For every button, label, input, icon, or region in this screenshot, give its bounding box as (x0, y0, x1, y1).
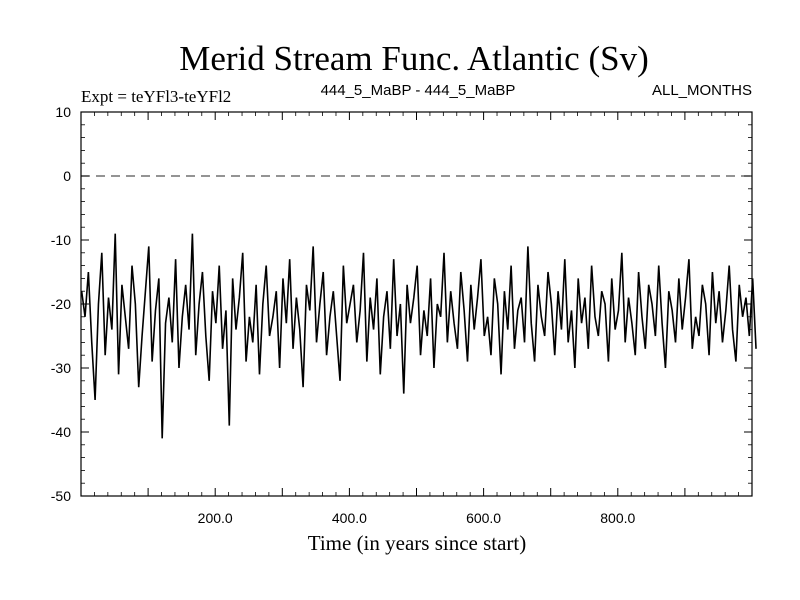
series-line (80, 233, 757, 439)
x-axis: 200.0 400.0 600.0 800.0 (94, 112, 739, 526)
y-tick-label: -40 (51, 424, 71, 440)
subtitle-period: 444_5_MaBP - 444_5_MaBP (321, 82, 516, 99)
y-tick-label: 10 (55, 104, 71, 120)
y-axis: 10 0 -10 -20 -30 -40 -50 (51, 104, 752, 504)
chart-title: Merid Stream Func. Atlantic (Sv) (179, 39, 649, 78)
y-tick-label: -20 (51, 296, 71, 312)
y-tick-label: -10 (51, 232, 71, 248)
x-tick-label: 800.0 (600, 510, 635, 526)
y-tick-label: 0 (63, 168, 71, 184)
y-tick-label: -30 (51, 360, 71, 376)
x-tick-label: 200.0 (198, 510, 233, 526)
subtitle-months: ALL_MONTHS (652, 82, 752, 99)
x-axis-label: Time (in years since start) (308, 531, 527, 555)
x-tick-label: 400.0 (332, 510, 367, 526)
subtitle-experiment: Expt = teYFl3-teYFl2 (81, 87, 231, 106)
x-tick-label: 600.0 (466, 510, 501, 526)
y-tick-label: -50 (51, 488, 71, 504)
